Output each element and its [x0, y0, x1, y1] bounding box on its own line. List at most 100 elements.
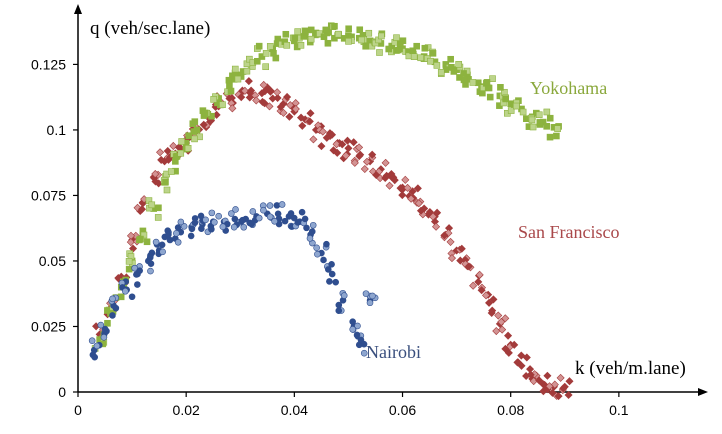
scatter-point: [328, 261, 335, 268]
scatter-point: [349, 318, 356, 325]
scatter-point: [147, 260, 155, 267]
y-tick-label: 0: [58, 384, 66, 400]
scatter-point: [152, 238, 160, 246]
scatter-point: [273, 93, 282, 102]
scatter-point: [325, 266, 332, 273]
scatter-point: [159, 248, 166, 256]
scatter-point: [180, 223, 188, 230]
x-tick-label: 0.02: [173, 402, 200, 418]
scatter-point: [174, 224, 182, 231]
scatter-point: [279, 108, 288, 117]
scatter-point: [413, 184, 422, 193]
x-tick-label: 0.04: [281, 402, 308, 418]
scatter-point: [356, 150, 365, 159]
scatter-point: [535, 111, 543, 119]
scatter-point: [460, 76, 468, 84]
scatter-point: [228, 104, 237, 113]
scatter-point: [232, 206, 239, 213]
scatter-point: [294, 219, 302, 226]
scatter-point: [219, 101, 226, 109]
scatter-point: [240, 223, 248, 231]
scatter-point: [414, 199, 423, 208]
scatter-point: [231, 215, 239, 223]
scatter-point: [326, 278, 333, 285]
scatter-point: [510, 340, 519, 349]
scatter-point: [191, 219, 199, 226]
scatter-point: [210, 96, 217, 103]
scatter-point: [512, 102, 520, 110]
y-axis-arrow-icon: [74, 4, 82, 14]
scatter-point: [126, 238, 135, 247]
x-tick-label: 0: [74, 402, 82, 418]
scatter-point: [546, 133, 554, 141]
scatter-point: [173, 230, 180, 237]
scatter-point: [378, 32, 385, 40]
scatter-point: [327, 130, 337, 139]
scatter-point: [344, 144, 353, 153]
scatter-point: [178, 138, 185, 145]
scatter-point: [447, 254, 456, 263]
scatter-point: [177, 149, 185, 157]
scatter-point: [155, 204, 162, 212]
scatter-point: [137, 205, 147, 214]
x-tick-label: 0.1: [609, 402, 629, 418]
scatter-point: [354, 322, 361, 330]
scatter-point: [433, 62, 441, 69]
scatter-point: [117, 293, 125, 301]
scatter-point: [502, 95, 509, 103]
scatter-point: [137, 235, 144, 243]
scatter-point: [543, 123, 550, 130]
scatter-point: [282, 30, 290, 38]
scatter-point: [188, 225, 196, 233]
scatter-point: [477, 286, 486, 295]
scatter-point: [457, 244, 466, 253]
scatter-point: [320, 256, 327, 264]
scatter-point: [191, 135, 198, 143]
scatter-point: [307, 26, 315, 34]
scatter-point: [410, 53, 418, 60]
scatter-point: [249, 208, 257, 215]
x-axis-arrow-icon: [698, 388, 708, 396]
scatter-point: [526, 370, 535, 379]
scatter-point: [360, 349, 368, 357]
scatter-point: [428, 212, 438, 221]
scatter-point: [543, 371, 552, 380]
scatter-point: [100, 334, 108, 341]
scatter-point: [385, 45, 393, 53]
scatter-point: [305, 117, 314, 126]
scatter-point: [109, 295, 116, 303]
scatter-point: [385, 181, 394, 190]
scatter-point: [409, 47, 417, 55]
scatter-point: [163, 146, 172, 156]
scatter-point: [408, 187, 417, 196]
scatter-point: [262, 63, 269, 71]
scatter-point: [239, 216, 246, 224]
scatter-point: [345, 25, 352, 33]
scatter-point: [88, 337, 96, 344]
scatter-point: [285, 112, 294, 121]
scatter-point: [335, 307, 343, 315]
scatter-point: [219, 223, 227, 231]
scatter-point: [260, 99, 269, 108]
scatter-point: [287, 210, 295, 217]
scatter-point: [338, 140, 347, 149]
scatter-point: [507, 107, 515, 114]
scatter-point: [184, 145, 192, 152]
scatter-point: [276, 102, 285, 112]
scatter-point: [369, 292, 376, 300]
scatter-point: [266, 202, 274, 209]
scatter-point: [331, 34, 338, 42]
scatter-point: [519, 108, 527, 116]
scatter-point: [475, 270, 484, 279]
scatter-point: [93, 342, 101, 350]
scatter-point: [208, 225, 215, 233]
scatter-point: [248, 220, 256, 228]
scatter-point: [485, 298, 494, 307]
scatter-point: [395, 46, 402, 54]
scatter-point: [487, 308, 496, 317]
scatter-point: [313, 244, 320, 252]
scatter-point: [306, 109, 315, 118]
scatter-point: [362, 290, 370, 297]
scatter-point: [382, 171, 391, 180]
